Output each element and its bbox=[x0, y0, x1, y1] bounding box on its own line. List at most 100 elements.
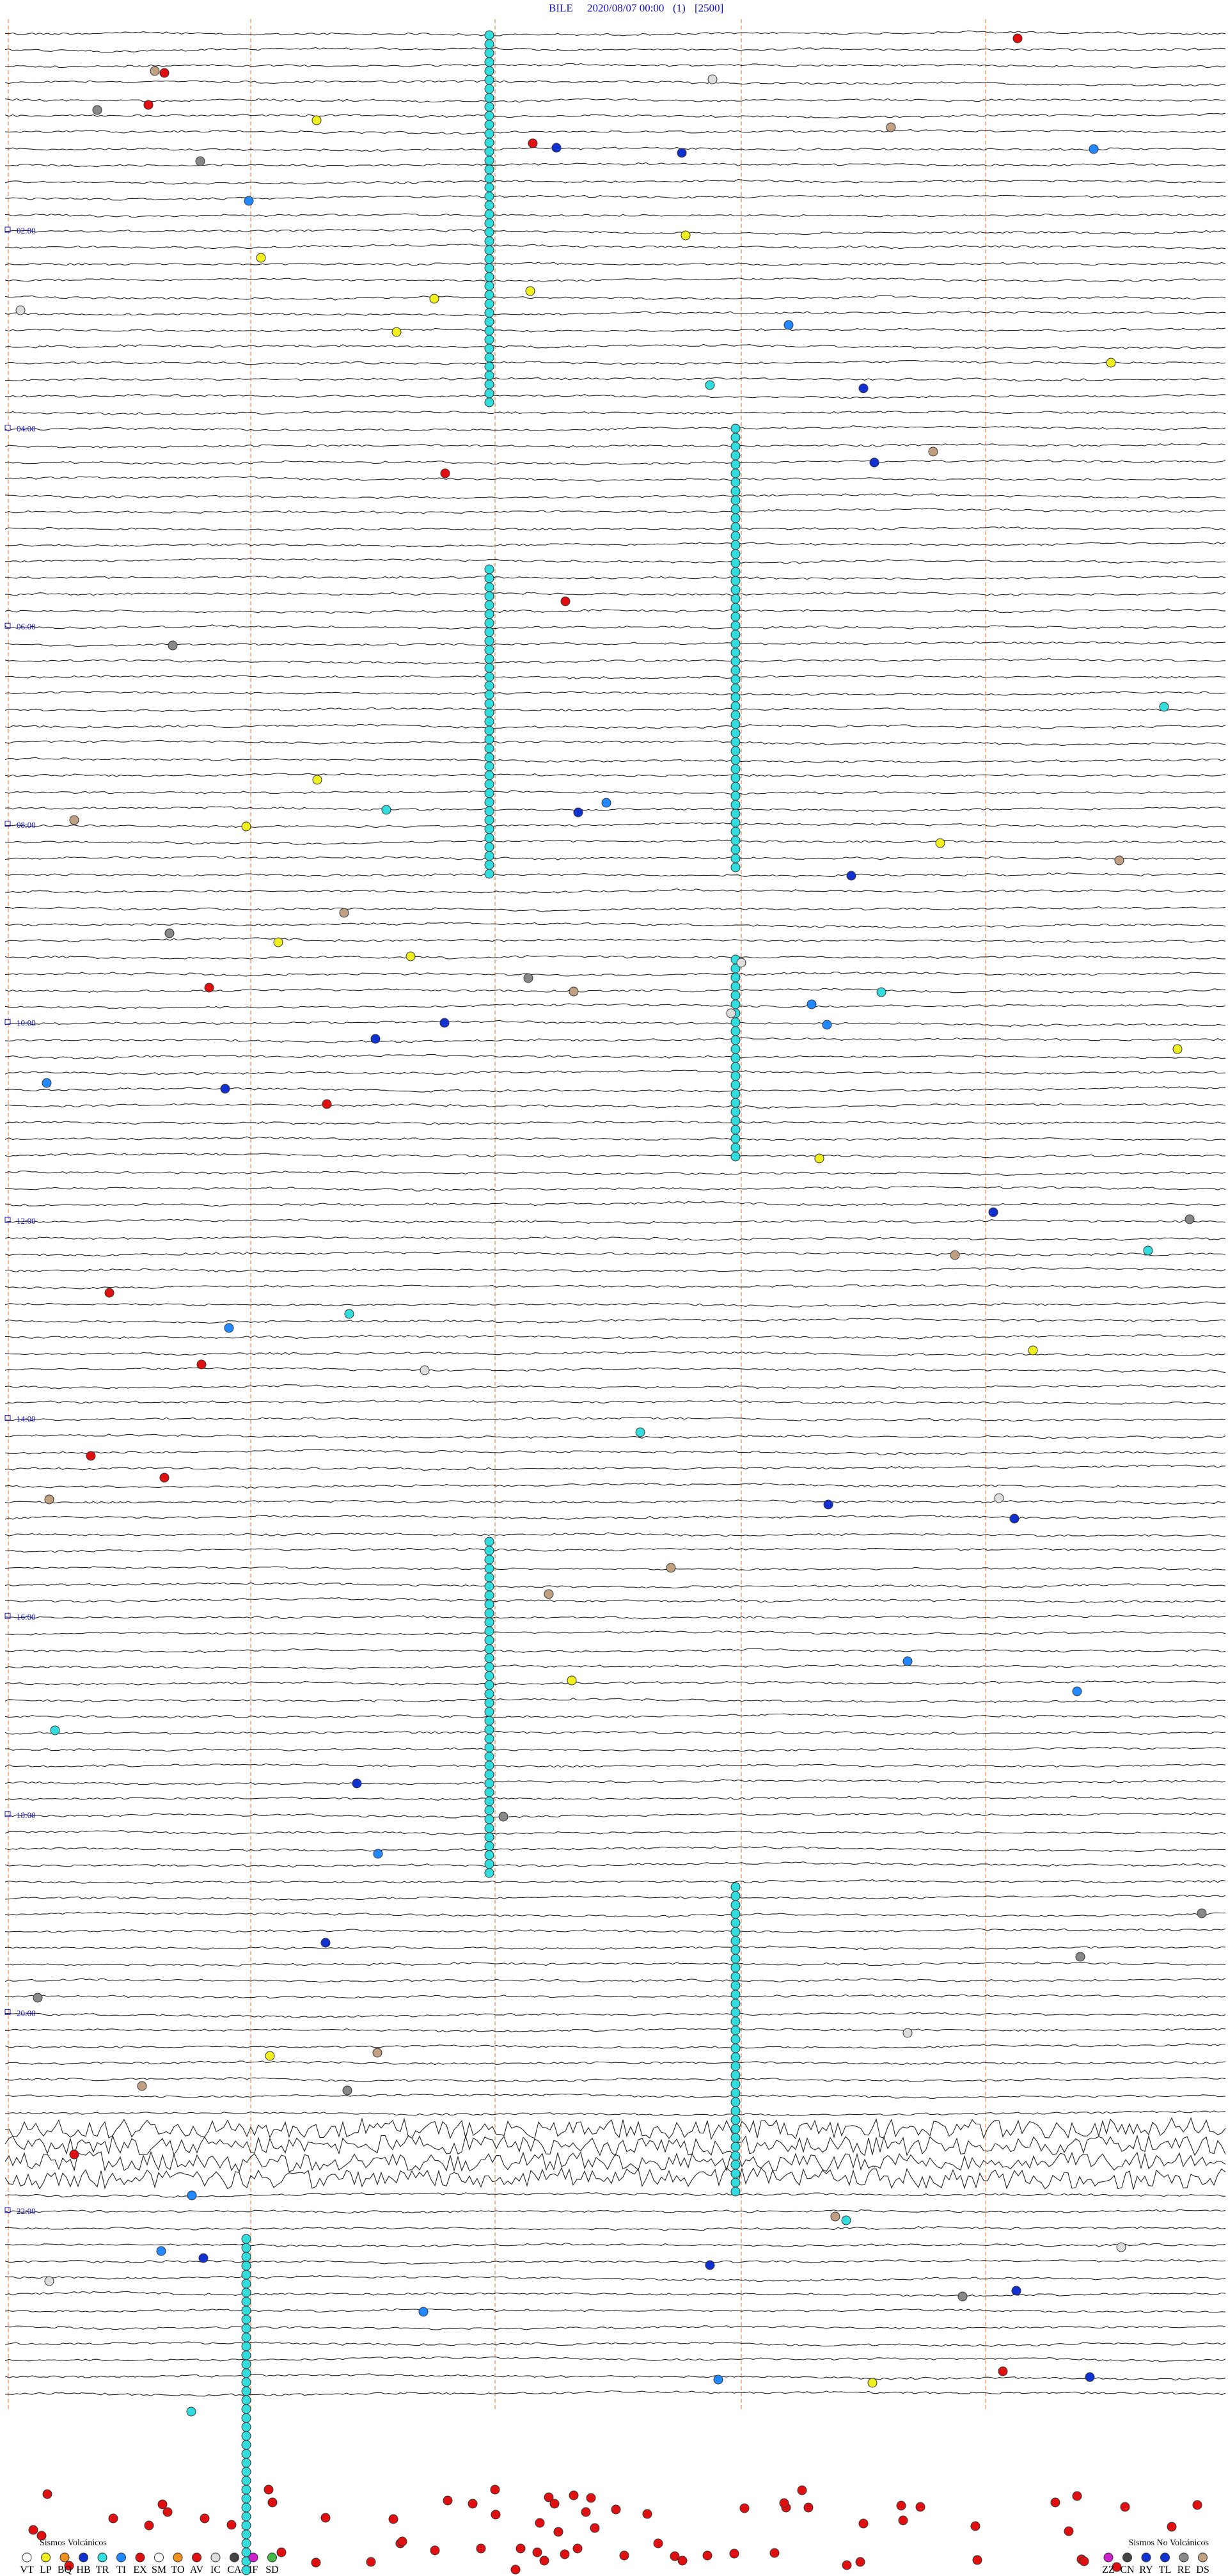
event-dot bbox=[484, 66, 494, 76]
event-dot bbox=[730, 1151, 741, 1162]
trace bbox=[4, 1994, 1226, 1999]
event-dot bbox=[484, 299, 494, 309]
event-dot bbox=[484, 317, 494, 327]
event-dot bbox=[484, 352, 494, 363]
event-dot bbox=[525, 286, 535, 296]
event-dot bbox=[484, 636, 494, 646]
event-dot bbox=[807, 999, 817, 1009]
event-dot bbox=[491, 2509, 501, 2520]
event-dot bbox=[729, 2548, 739, 2559]
event-dot bbox=[484, 1572, 494, 1583]
event-dot bbox=[241, 2341, 251, 2351]
event-dot bbox=[730, 862, 741, 873]
events bbox=[15, 30, 1207, 2575]
event-dot bbox=[484, 263, 494, 273]
event-dot bbox=[830, 2211, 840, 2222]
trace bbox=[4, 2308, 1226, 2314]
trace bbox=[4, 129, 1226, 135]
event-dot bbox=[484, 1698, 494, 1708]
event-dot bbox=[681, 230, 691, 241]
legend-title: Sismos Volcánicos bbox=[40, 2538, 107, 2548]
event-dot bbox=[1167, 2522, 1177, 2532]
trace bbox=[4, 2060, 1226, 2066]
event-dot bbox=[1012, 33, 1023, 43]
hour-label: 14:00 bbox=[17, 1414, 36, 1424]
event-dot bbox=[702, 2550, 712, 2561]
event-dot bbox=[241, 2440, 251, 2450]
event-dot bbox=[544, 2492, 554, 2502]
event-dot bbox=[886, 122, 896, 132]
event-dot bbox=[352, 1778, 362, 1789]
event-dot bbox=[484, 1823, 494, 1833]
event-dot bbox=[484, 39, 494, 49]
trace bbox=[4, 839, 1226, 845]
event-dot bbox=[619, 2550, 629, 2561]
event-dot bbox=[484, 218, 494, 228]
trace bbox=[4, 46, 1226, 53]
event-dot bbox=[730, 1017, 741, 1027]
trace bbox=[4, 2167, 1226, 2190]
trace bbox=[4, 591, 1226, 596]
event-dot bbox=[730, 764, 741, 774]
legend-code: IC bbox=[210, 2564, 221, 2575]
event-dot bbox=[157, 2499, 168, 2509]
trace bbox=[4, 608, 1226, 614]
event-dot bbox=[803, 2502, 814, 2513]
trace bbox=[4, 1945, 1226, 1950]
legend-dot bbox=[1103, 2552, 1114, 2563]
hour-marker bbox=[4, 1018, 11, 1025]
event-dot bbox=[730, 1936, 741, 1946]
event-dot bbox=[484, 582, 494, 592]
trace bbox=[4, 1812, 1226, 1819]
trace bbox=[4, 377, 1226, 382]
trace bbox=[4, 922, 1226, 929]
event-dot bbox=[264, 2485, 274, 2495]
legend-dot bbox=[230, 2552, 239, 2563]
event-dot bbox=[484, 397, 494, 407]
trace bbox=[4, 658, 1226, 665]
event-dot bbox=[539, 2556, 549, 2566]
trace bbox=[4, 493, 1226, 500]
event-dot bbox=[935, 838, 945, 848]
event-dot bbox=[484, 1626, 494, 1636]
event-dot bbox=[366, 2557, 376, 2567]
event-dot bbox=[484, 272, 494, 282]
legend-dot bbox=[1122, 2552, 1132, 2563]
event-dot bbox=[902, 1656, 913, 1666]
event-dot bbox=[730, 486, 741, 496]
event-dot bbox=[484, 1662, 494, 1672]
event-dot bbox=[730, 2025, 741, 2035]
trace bbox=[4, 757, 1226, 764]
event-dot bbox=[484, 1850, 494, 1860]
legend-code: SM bbox=[152, 2564, 166, 2575]
event-dot bbox=[104, 1288, 114, 1298]
event-dot bbox=[730, 755, 741, 765]
event-dot bbox=[553, 2527, 563, 2537]
event-dot bbox=[484, 1841, 494, 1851]
event-dot bbox=[730, 647, 741, 658]
event-dot bbox=[1050, 2497, 1060, 2508]
event-dot bbox=[42, 2489, 52, 2499]
event-dot bbox=[241, 2350, 251, 2360]
event-dot bbox=[841, 2215, 851, 2225]
event-dot bbox=[653, 2538, 663, 2548]
hour-label: 20:00 bbox=[17, 2008, 36, 2018]
trace bbox=[4, 1911, 1226, 1918]
event-dot bbox=[484, 654, 494, 664]
event-dot bbox=[730, 683, 741, 693]
legend-code: TL bbox=[1159, 2564, 1172, 2575]
event-dot bbox=[200, 2513, 210, 2524]
trace bbox=[4, 1830, 1226, 1835]
trace bbox=[4, 1796, 1226, 1801]
event-dot bbox=[484, 770, 494, 780]
trace bbox=[4, 1532, 1226, 1537]
event-dot bbox=[730, 2061, 741, 2071]
event-dot bbox=[551, 143, 562, 153]
legend-code: SD bbox=[265, 2564, 278, 2575]
legend-dot bbox=[210, 2552, 221, 2563]
legend-dot bbox=[1198, 2552, 1208, 2563]
event-dot bbox=[241, 2261, 251, 2271]
trace bbox=[4, 2192, 1226, 2198]
event-dot bbox=[532, 2547, 542, 2557]
event-dot bbox=[730, 692, 741, 702]
